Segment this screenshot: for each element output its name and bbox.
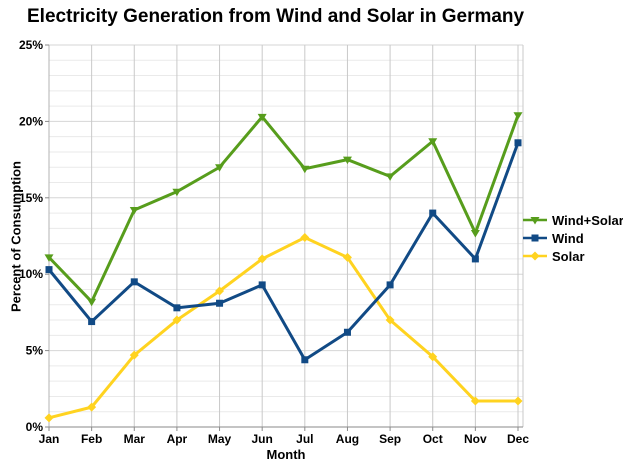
wind-solar-data-point: [172, 188, 182, 197]
legend-label-wind: Wind: [552, 230, 584, 246]
solar-data-point: [513, 396, 523, 406]
solar-data-point: [129, 350, 139, 360]
solar-data-point: [385, 315, 395, 325]
wind-solar-data-point: [257, 113, 267, 122]
wind-solar-data-point: [129, 207, 139, 215]
y-tick-label: 10%: [19, 267, 43, 281]
x-tick-label: Nov: [464, 432, 487, 446]
wind-data-point: [173, 304, 181, 312]
legend-marker-shape: [531, 234, 539, 242]
x-tick-label: Aug: [336, 432, 359, 446]
y-tick-label: 5%: [26, 344, 44, 358]
x-tick-label: Jan: [39, 432, 60, 446]
wind-data-point: [45, 266, 53, 274]
chart-title: Electricity Generation from Wind and Sol…: [27, 6, 525, 27]
solar-data-point: [428, 352, 438, 362]
legend-marker-shape: [530, 217, 540, 225]
wind-data-point: [343, 328, 351, 336]
wind-data-point: [258, 281, 266, 289]
wind-solar-data-point: [513, 112, 523, 120]
wind-solar-data-point: [87, 298, 97, 307]
wind-solar-data-point: [385, 173, 395, 181]
x-tick-label: Oct: [423, 432, 443, 446]
y-tick-label: 20%: [19, 114, 43, 128]
x-tick-label: Apr: [167, 432, 188, 446]
legend-item-solar: Solar: [522, 247, 623, 265]
solar-series-marker-icon: [523, 251, 547, 261]
solar-data-point: [257, 254, 267, 264]
legend-item-wind-solar: Wind+Solar: [522, 211, 623, 229]
wind-series-marker-icon: [523, 234, 547, 242]
x-tick-label: Mar: [124, 432, 146, 446]
wind-solar-data-point: [342, 156, 352, 165]
wind-data-point: [216, 299, 224, 307]
wind-solar-data-point: [470, 229, 480, 238]
wind-data-point: [130, 278, 138, 286]
x-tick-label: May: [208, 432, 232, 446]
wind-data-point: [301, 356, 309, 364]
y-tick-label: 25%: [19, 38, 43, 52]
solar-series-line: [48, 235, 518, 420]
wind-data-point: [471, 255, 479, 263]
legend-label-solar: Solar: [552, 248, 585, 264]
legend: Wind+Solar Wind Solar: [522, 211, 623, 265]
wind-solar-data-point: [44, 254, 54, 262]
x-tick-label: Feb: [81, 432, 102, 446]
legend-marker-shape: [530, 251, 540, 261]
wind-data-point: [88, 318, 96, 326]
solar-data-point: [44, 413, 54, 423]
solar-data-point: [215, 286, 225, 296]
wind-solar-data-point: [428, 138, 438, 146]
x-tick-label: Jun: [252, 432, 273, 446]
x-tick-label: Jul: [296, 432, 313, 446]
solar-data-point: [342, 252, 352, 262]
wind-data-point: [386, 281, 394, 289]
wind-series-line: [47, 142, 520, 362]
solar-data-point: [87, 402, 97, 412]
wind-data-point: [429, 209, 437, 217]
solar-data-point: [300, 233, 310, 243]
wind-solar-data-point: [215, 164, 225, 172]
x-tick-label: Dec: [507, 432, 529, 446]
solar-data-point: [470, 396, 480, 406]
x-tick-label: Sep: [379, 432, 401, 446]
y-tick-label: 0%: [26, 420, 44, 434]
wind-solar-series-line: [47, 114, 520, 305]
legend-label-wind-solar: Wind+Solar: [552, 212, 623, 228]
y-tick-label: 15%: [19, 191, 43, 205]
legend-item-wind: Wind: [522, 229, 623, 247]
wind-data-point: [514, 139, 522, 147]
x-axis-title: Month: [266, 447, 306, 462]
wind-solar-series-marker-icon: [523, 217, 547, 225]
solar-data-point: [172, 315, 182, 325]
wind-solar-data-point: [300, 165, 310, 174]
